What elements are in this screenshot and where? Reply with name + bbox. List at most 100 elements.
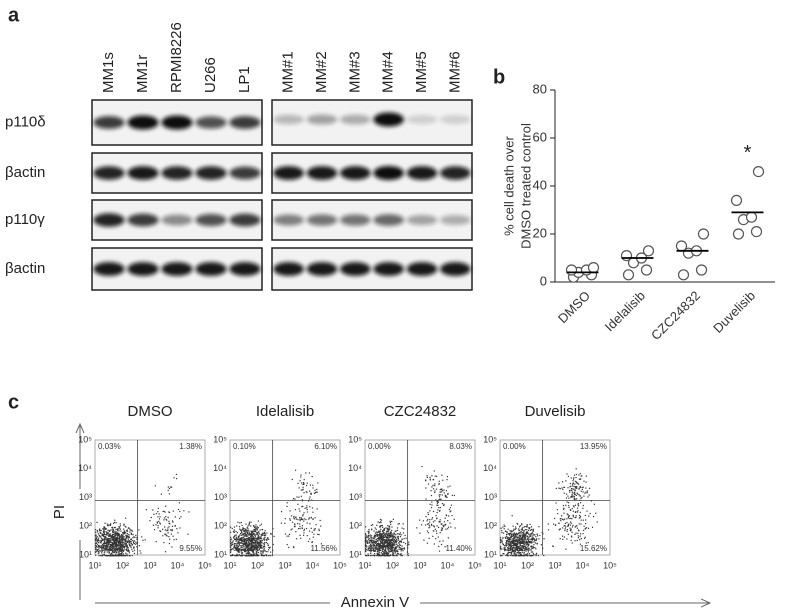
- event-dot: [534, 542, 537, 544]
- event-dot: [125, 534, 127, 536]
- event-dot: [271, 555, 273, 557]
- event-dot: [518, 536, 520, 538]
- band: [306, 166, 338, 180]
- event-dot: [563, 507, 565, 509]
- event-dot: [250, 535, 252, 537]
- event-dot: [389, 520, 391, 522]
- event-dot: [432, 530, 434, 532]
- event-dot: [500, 547, 502, 549]
- event-dot: [365, 546, 367, 548]
- event-dot: [108, 540, 110, 542]
- event-dot: [316, 508, 318, 510]
- event-dot: [153, 529, 156, 531]
- event-dot: [270, 533, 272, 535]
- event-dot: [386, 539, 389, 541]
- event-dot: [511, 547, 514, 549]
- event-dot: [247, 544, 249, 546]
- event-dot: [237, 548, 239, 550]
- event-dot: [301, 489, 304, 491]
- event-dot: [97, 539, 99, 542]
- event-dot: [112, 535, 115, 538]
- event-dot: [239, 534, 241, 536]
- event-dot: [514, 528, 516, 530]
- event-dot: [383, 536, 385, 538]
- event-dot: [166, 519, 168, 521]
- event-dot: [562, 504, 565, 507]
- event-dot: [433, 470, 435, 472]
- event-dot: [247, 525, 249, 527]
- event-dot: [122, 534, 124, 536]
- event-dot: [256, 526, 258, 528]
- event-dot: [572, 488, 574, 490]
- event-dot: [231, 548, 233, 550]
- event-dot: [511, 550, 513, 552]
- event-dot: [110, 549, 112, 551]
- x-tick-label: 10⁴: [171, 560, 185, 570]
- event-dot: [442, 524, 444, 527]
- event-dot: [289, 510, 291, 512]
- event-dot: [230, 544, 232, 547]
- event-dot: [563, 525, 565, 527]
- event-dot: [126, 540, 129, 542]
- event-dot: [400, 548, 402, 550]
- event-dot: [449, 522, 451, 524]
- event-dot: [383, 533, 386, 535]
- event-dot: [105, 534, 107, 536]
- plot-title: Duvelisib: [525, 403, 586, 420]
- event-dot: [529, 529, 532, 531]
- event-dot: [399, 533, 401, 536]
- event-dot: [573, 506, 575, 508]
- event-dot: [115, 548, 118, 550]
- event-dot: [125, 546, 127, 548]
- quadrant-percent: 6.10%: [314, 442, 337, 451]
- event-dot: [440, 488, 442, 490]
- event-dot: [585, 475, 587, 477]
- event-dot: [571, 495, 573, 497]
- event-dot: [505, 531, 508, 533]
- event-dot: [259, 524, 261, 527]
- event-dot: [519, 538, 521, 540]
- event-dot: [385, 552, 387, 555]
- event-dot: [522, 534, 525, 537]
- event-dot: [297, 528, 300, 530]
- event-dot: [374, 527, 376, 529]
- event-dot: [437, 536, 439, 538]
- event-dot: [389, 539, 391, 541]
- event-dot: [254, 538, 256, 540]
- event-dot: [168, 522, 170, 524]
- event-dot: [250, 550, 253, 552]
- event-dot: [238, 542, 240, 544]
- event-dot: [567, 533, 569, 535]
- event-dot: [396, 550, 398, 553]
- event-dot: [506, 549, 508, 551]
- event-dot: [314, 517, 316, 519]
- event-dot: [515, 542, 517, 544]
- event-dot: [165, 533, 167, 535]
- event-dot: [514, 536, 516, 538]
- event-dot: [584, 492, 586, 494]
- event-dot: [370, 539, 372, 541]
- event-dot: [557, 512, 559, 515]
- event-dot: [262, 555, 264, 557]
- y-axis-label: PI: [51, 505, 68, 519]
- event-dot: [535, 553, 537, 556]
- event-dot: [450, 526, 452, 528]
- event-dot: [115, 553, 117, 555]
- event-dot: [233, 545, 235, 547]
- event-dot: [129, 531, 131, 533]
- event-dot: [441, 494, 443, 496]
- band: [373, 262, 404, 276]
- event-dot: [114, 551, 116, 553]
- event-dot: [402, 523, 404, 525]
- event-dot: [267, 544, 269, 546]
- event-dot: [380, 528, 382, 530]
- event-dot: [566, 518, 568, 520]
- event-dot: [427, 513, 430, 516]
- event-dot: [168, 520, 170, 522]
- event-dot: [530, 542, 532, 544]
- event-dot: [235, 540, 237, 542]
- event-dot: [119, 523, 121, 525]
- event-dot: [243, 542, 246, 544]
- event-dot: [372, 524, 374, 526]
- event-dot: [388, 533, 390, 535]
